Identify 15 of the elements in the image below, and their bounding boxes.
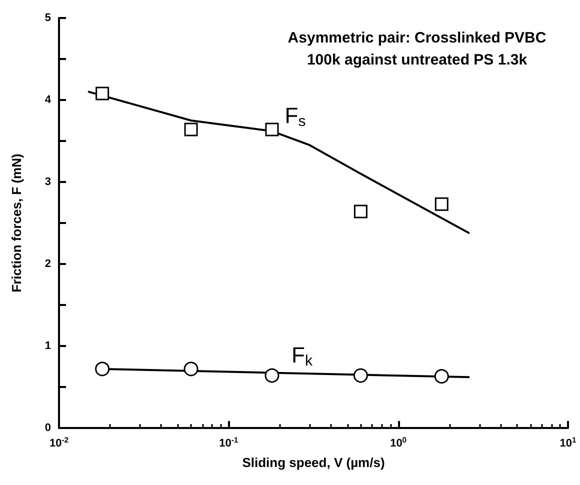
x-axis-title: Sliding speed, V (µm/s) [242,455,385,470]
point [264,368,280,383]
y-tick-label: 0 [44,422,51,434]
y-tick-label: 2 [44,258,51,270]
point [434,197,448,211]
y-tick-label: 5 [44,12,51,24]
point [95,362,110,376]
point [96,86,110,100]
point [265,122,279,136]
y-tick-label: 4 [44,94,52,106]
y-tick-label: 1 [44,340,51,352]
y-axis-title: Friction forces, F (mN) [9,154,24,292]
text: Asymmetric pair: Crosslinked PVBC 100k against untreated PS 1.3k [288,30,546,68]
y-tick-label: 3 [44,176,51,188]
point [434,369,449,384]
